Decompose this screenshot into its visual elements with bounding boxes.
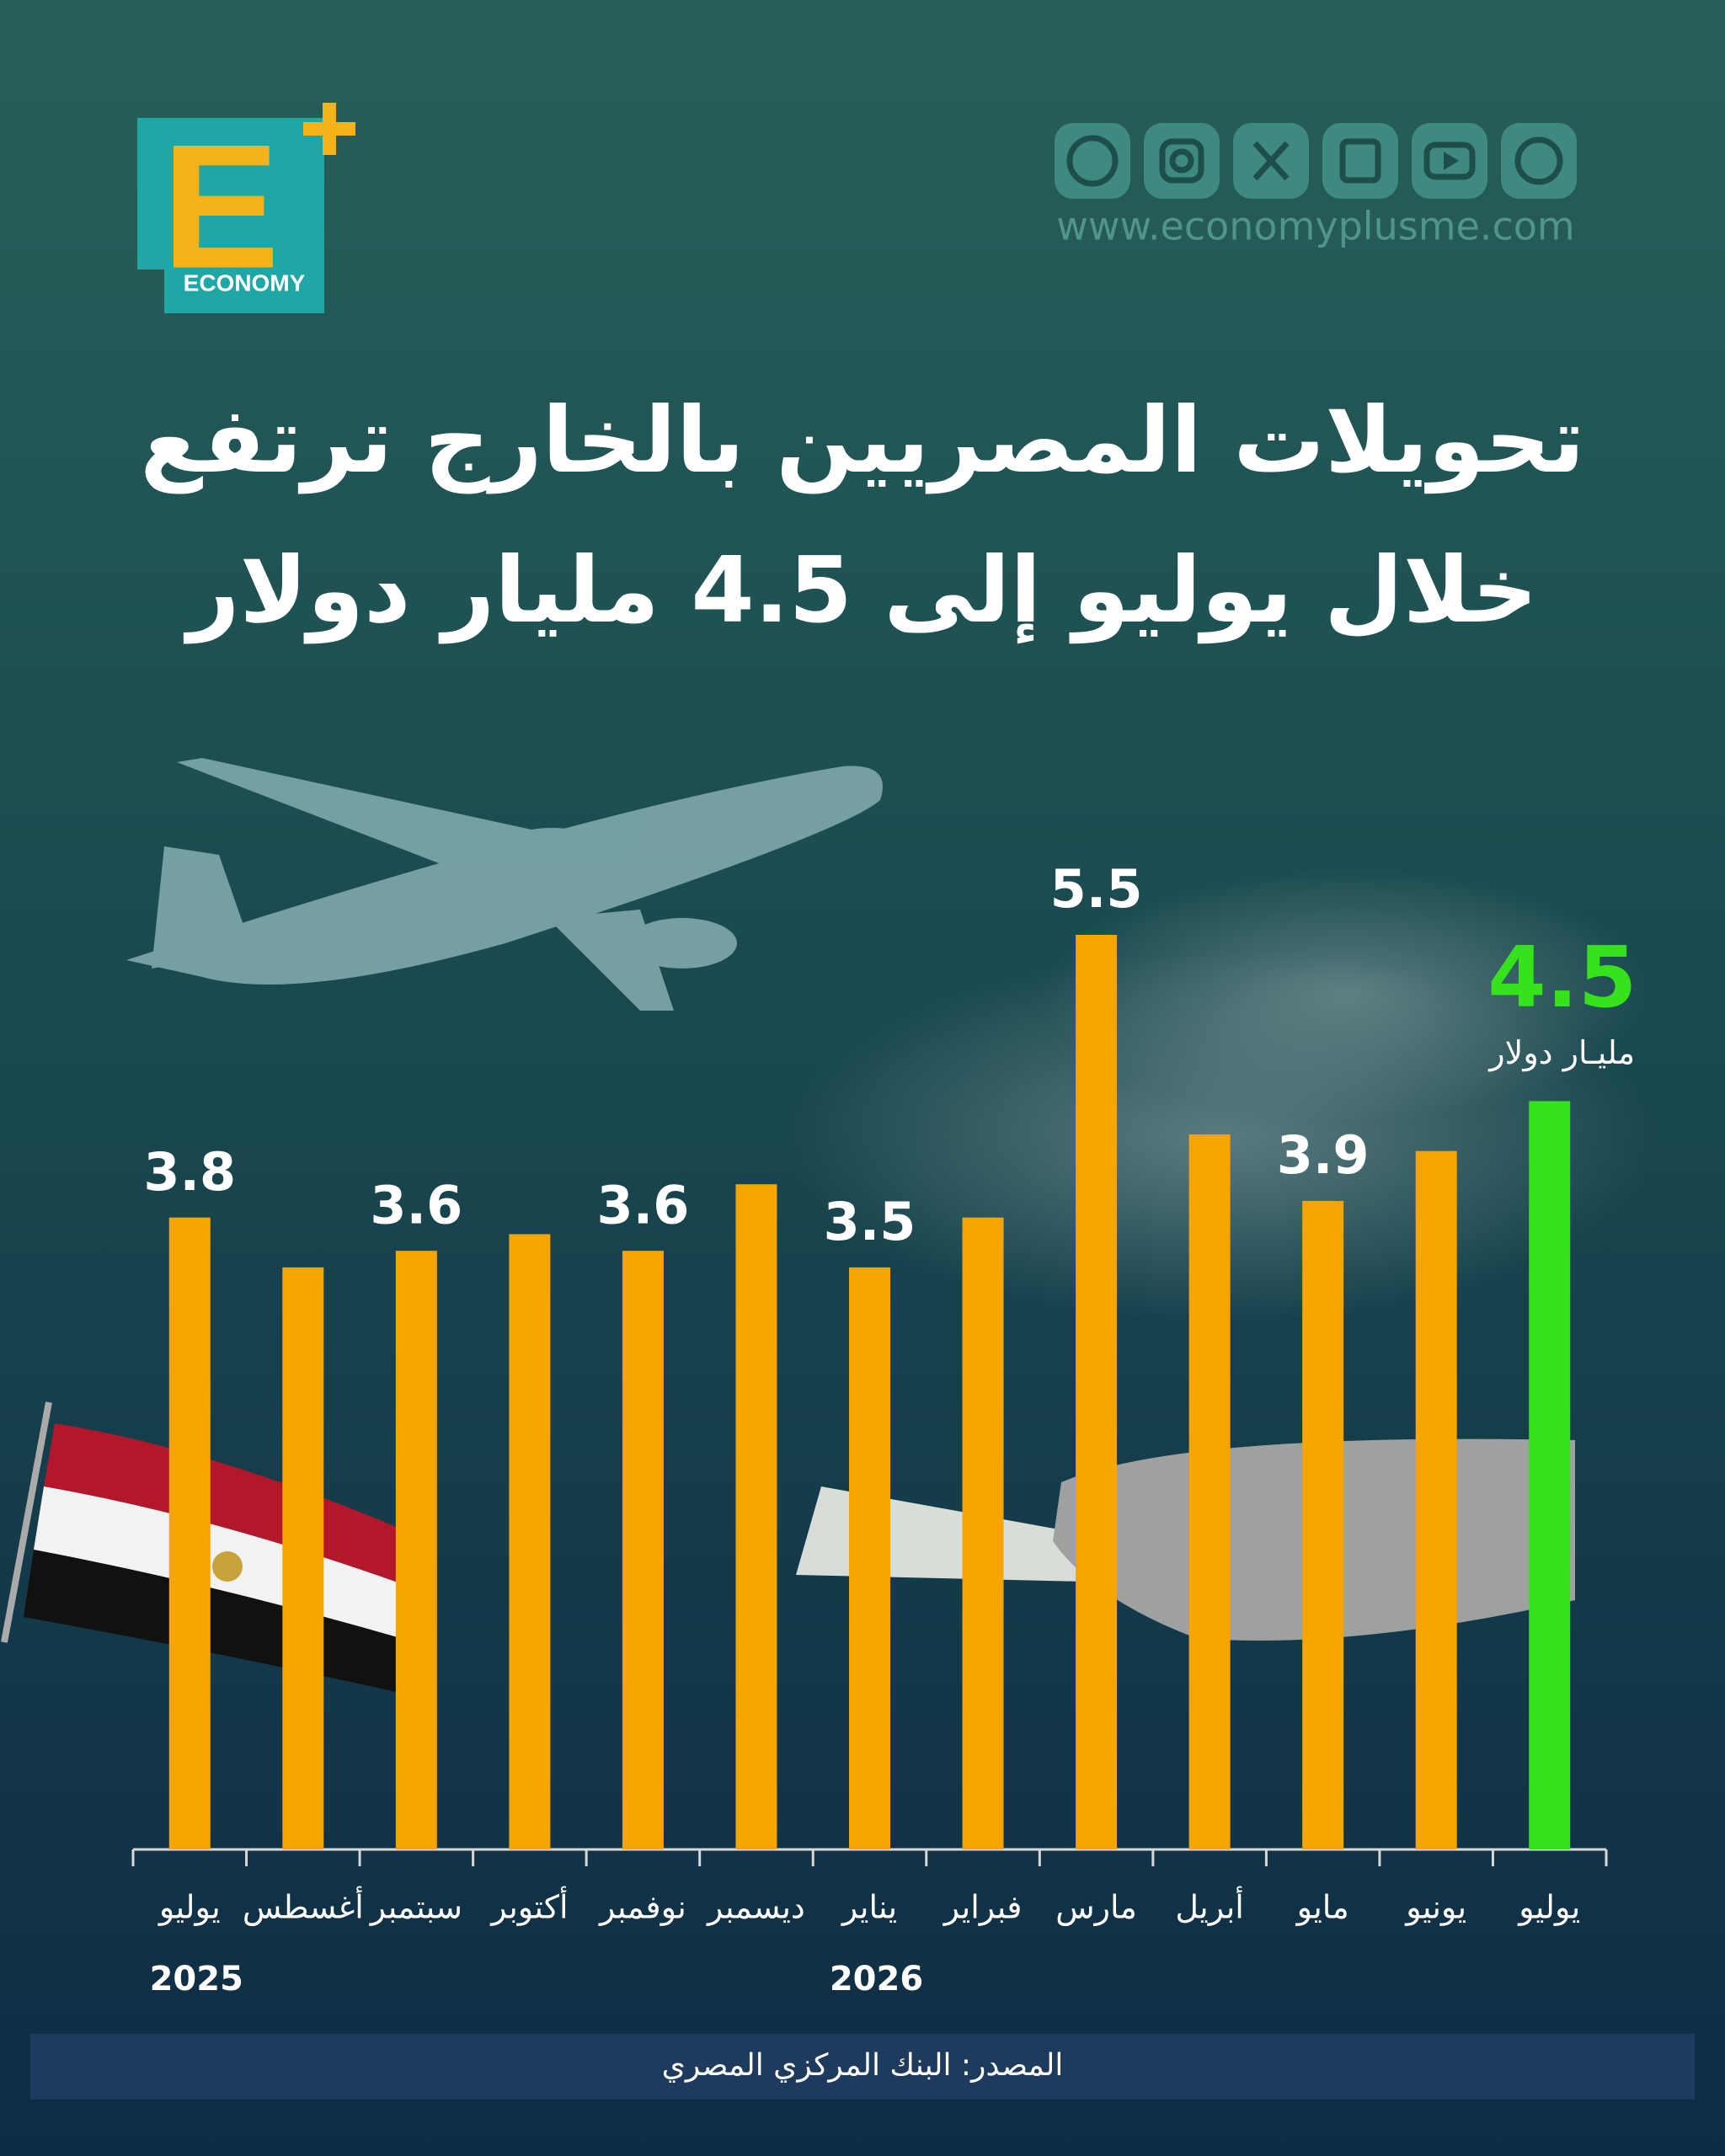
x-tick-label: يناير <box>841 1889 897 1927</box>
x-tick-label: يوليو <box>158 1889 221 1927</box>
source: المصدر: البنك المركزي المصري <box>662 2048 1064 2083</box>
x-tick-label: يونيو <box>1404 1889 1466 1927</box>
x-tick-label: سبتمبر <box>369 1889 462 1927</box>
x-tick-label: مارس <box>1055 1889 1137 1926</box>
title-line: خلال يوليو إلى 4.5 مليار دولار <box>183 538 1537 644</box>
value-label: 5.5 <box>1050 858 1143 920</box>
value-label: 3.8 <box>143 1141 236 1203</box>
value-label: 4.5 <box>1487 928 1637 1027</box>
x-tick-label: نوفمبر <box>598 1889 686 1927</box>
x-tick-label: فبراير <box>943 1889 1023 1927</box>
bar <box>1302 1200 1344 1849</box>
bar <box>962 1217 1004 1849</box>
bar <box>622 1251 664 1849</box>
year-label: 2025 <box>150 1960 243 1999</box>
source-band <box>30 2034 1695 2100</box>
airplane <box>126 758 883 1011</box>
bar <box>1188 1134 1231 1849</box>
logo-word: ECONOMY <box>184 270 306 296</box>
bar <box>1415 1150 1457 1849</box>
x-tick-label: أكتوبر <box>489 1886 568 1927</box>
bar <box>1076 935 1118 1849</box>
title-line: تحويلات المصريين بالخارج ترتفع <box>140 388 1584 494</box>
value-label: 3.6 <box>597 1174 690 1235</box>
bar <box>168 1217 211 1849</box>
bar <box>395 1251 437 1849</box>
bar <box>1529 1101 1571 1849</box>
x-tick-label: أغسطس <box>243 1886 364 1926</box>
bar <box>509 1234 551 1849</box>
x-tick-label: ديسمبر <box>706 1889 805 1927</box>
x-tick-label: أبريل <box>1175 1886 1243 1927</box>
bar <box>849 1267 890 1849</box>
bar <box>735 1184 777 1849</box>
x-tick-label: يوليو <box>1517 1889 1580 1927</box>
value-label: 3.9 <box>1277 1124 1370 1186</box>
value-label: 3.6 <box>370 1174 462 1235</box>
logo-letter: E <box>162 107 280 305</box>
value-label: 3.5 <box>824 1191 916 1252</box>
value-unit: مليـار دولار <box>1487 1034 1635 1072</box>
website: www.economyplusme.com <box>1056 204 1574 249</box>
cloud <box>1044 867 1651 1120</box>
year-label: 2026 <box>830 1960 923 1999</box>
social-icons <box>1055 123 1577 199</box>
bar <box>282 1267 324 1849</box>
x-tick-label: مايو <box>1295 1889 1349 1927</box>
logo: E ECONOMY <box>137 103 355 313</box>
